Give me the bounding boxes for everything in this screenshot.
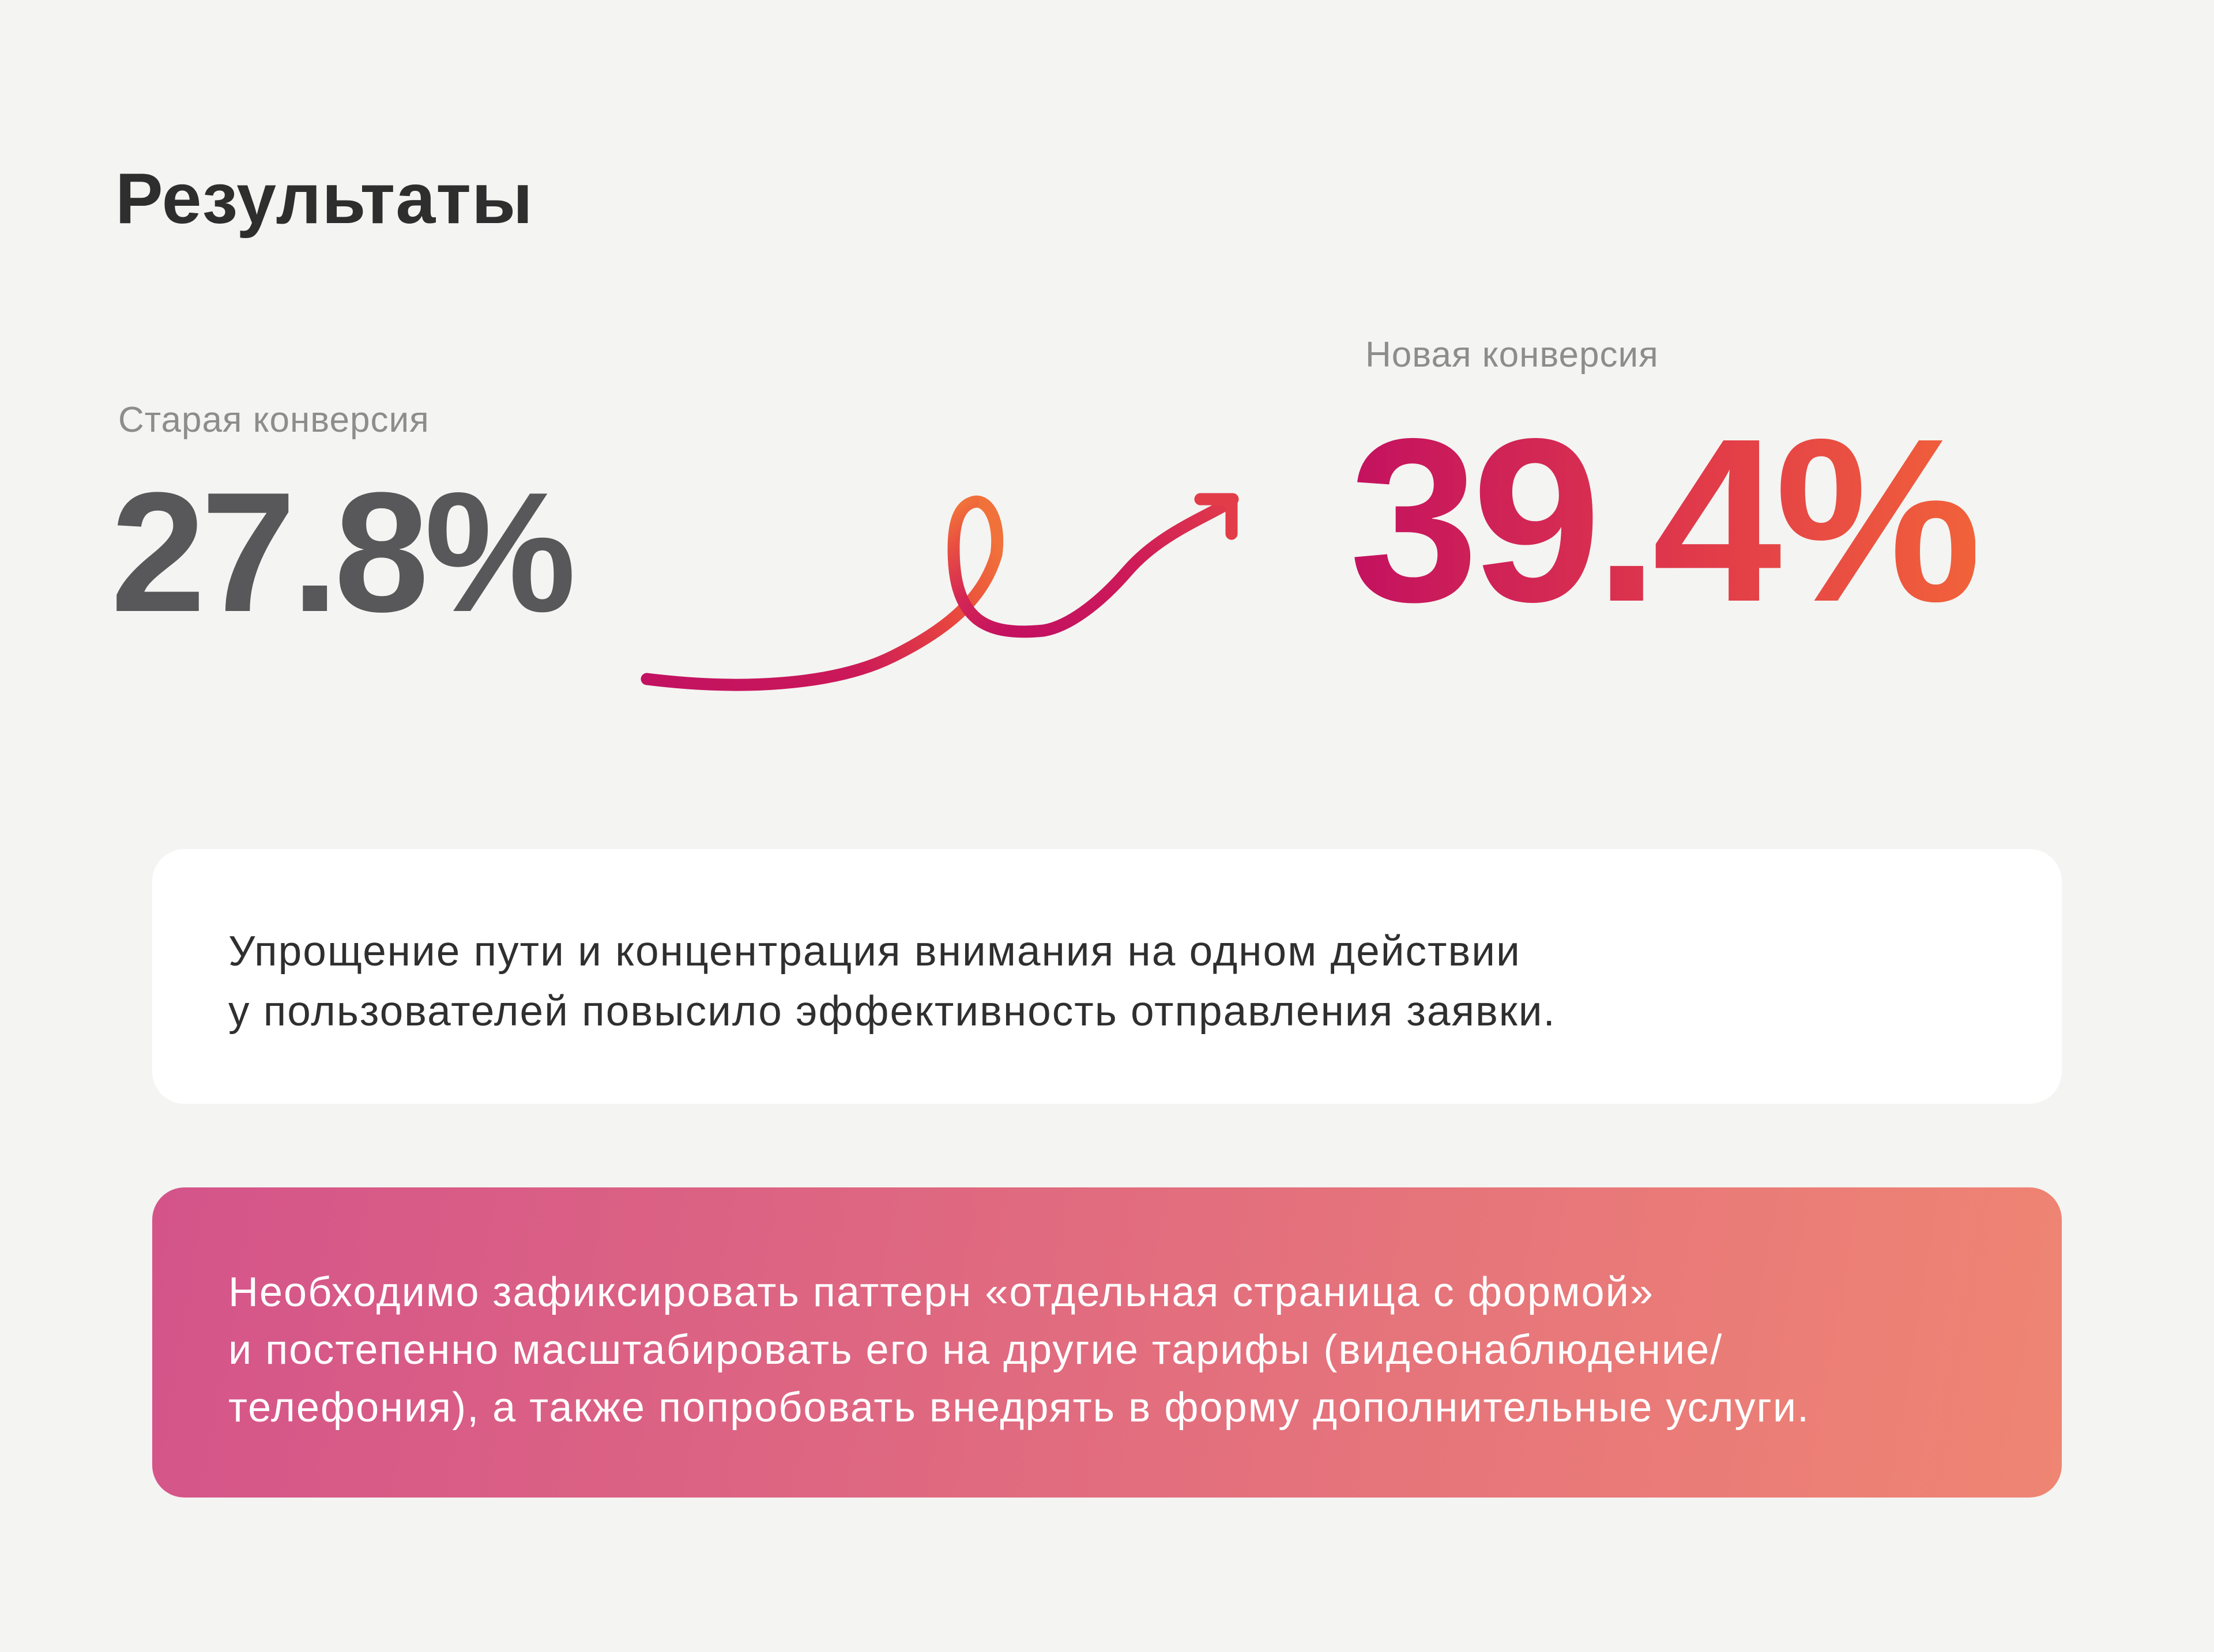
- recommendation-card: Необходимо зафиксировать паттерн «отдель…: [152, 1187, 2062, 1498]
- arrow-loop-segment: [947, 496, 1050, 638]
- insight-line-2: у пользователей повысило эффективность о…: [228, 988, 1556, 1035]
- insight-card-text: Упрощение пути и концентрация внимания н…: [228, 922, 1986, 1042]
- page-title: Результаты: [115, 159, 533, 239]
- insight-card: Упрощение пути и концентрация внимания н…: [152, 849, 2062, 1104]
- old-conversion-label: Старая конверсия: [118, 400, 430, 440]
- old-conversion-value: 27.8%: [111, 457, 576, 647]
- growth-arrow-icon: [641, 493, 1239, 691]
- new-conversion-label: Новая конверсия: [1365, 335, 1659, 375]
- arrowhead: [1194, 493, 1239, 540]
- arrow-tail-segment: [641, 495, 1004, 691]
- recommendation-card-text: Необходимо зафиксировать паттерн «отдель…: [228, 1263, 1986, 1436]
- recommendation-line-1: Необходимо зафиксировать паттерн «отдель…: [228, 1269, 1654, 1315]
- recommendation-line-2: и постепенно масштабировать его на други…: [228, 1327, 1723, 1373]
- insight-line-1: Упрощение пути и концентрация внимания н…: [228, 928, 1521, 975]
- arrow-rise-segment: [1037, 496, 1236, 637]
- recommendation-line-3: телефония), а также попробовать внедрять…: [228, 1385, 1810, 1431]
- new-conversion-value: 39.4%: [1349, 390, 1982, 650]
